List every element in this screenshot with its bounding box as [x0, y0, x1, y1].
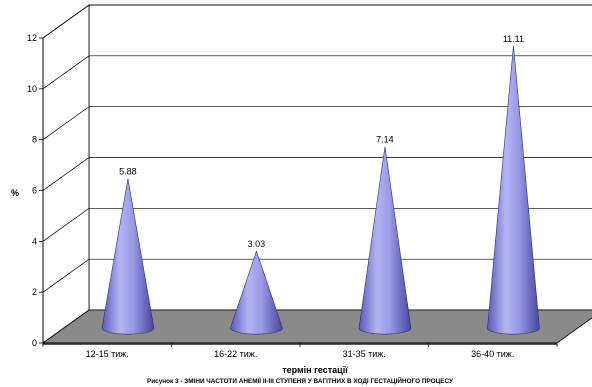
x-axis-label: термін гестації: [282, 365, 348, 375]
x-tick-label: 36-40 тиж.: [471, 349, 514, 359]
data-label: 11.11: [503, 34, 524, 44]
cone-body: [358, 146, 412, 335]
data-label: 3.03: [248, 239, 266, 249]
x-tick-labels: 12-15 тиж. 16-22 тиж. 31-35 тиж. 36-40 тиж.: [86, 349, 515, 359]
cone: [358, 146, 412, 335]
gridline: [42, 207, 592, 242]
y-tick-label: 6: [32, 186, 37, 196]
axes: [39, 37, 558, 347]
y-tick-label: 2: [32, 287, 37, 297]
x-tick-label: 12-15 тиж.: [86, 349, 129, 359]
x-tick-label: 31-35 тиж.: [343, 349, 386, 359]
cone: [230, 250, 283, 335]
y-tick-label: 0: [32, 338, 37, 348]
y-tick-label: 12: [27, 33, 37, 43]
gridlines: [42, 4, 592, 293]
data-label: 7.14: [376, 135, 394, 145]
gridline: [42, 157, 592, 191]
gridline: [42, 106, 592, 140]
y-tick-label: 8: [32, 135, 37, 145]
cone: [487, 45, 540, 335]
cone-body: [487, 45, 540, 335]
cones: [101, 45, 540, 335]
y-tick-labels: 0 2 4 6 8 10 12: [27, 33, 37, 348]
y-tick-label: 4: [32, 236, 37, 246]
data-labels: 5.88 3.03 7.14 11.11: [119, 34, 524, 249]
y-tick-label: 10: [27, 84, 37, 94]
cone-body: [230, 250, 283, 335]
cone-body: [101, 178, 155, 335]
x-tick-label: 16-22 тиж.: [214, 349, 257, 359]
gridline: [42, 4, 592, 39]
figure-caption: Рисунок 3 - ЗМІНИ ЧАСТОТИ АНЕМІЇ ІІ-ІІІ …: [147, 376, 454, 385]
gridline: [42, 55, 592, 90]
cone: [101, 178, 155, 335]
y-axis-label: %: [11, 188, 19, 198]
data-label: 5.88: [119, 167, 137, 177]
gridline: [42, 258, 592, 293]
